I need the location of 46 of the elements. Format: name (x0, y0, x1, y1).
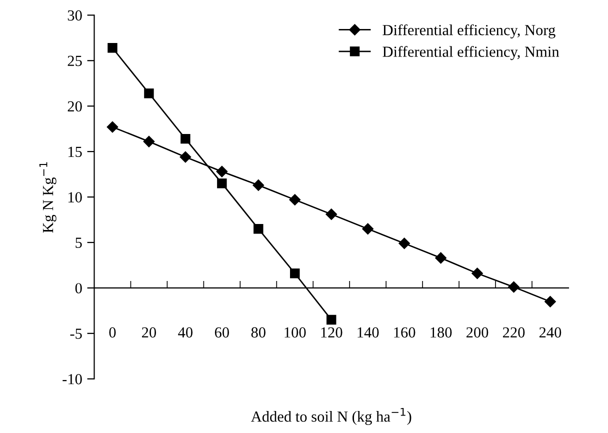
point (180, 151, 192, 163)
point (290, 268, 300, 278)
x-tick-label: 40 (178, 327, 192, 338)
x-tick-label: 80 (251, 327, 266, 338)
point (106, 121, 118, 133)
point (435, 252, 446, 264)
point (508, 281, 520, 293)
y-tick-label: -10 (62, 374, 82, 384)
point (216, 166, 228, 178)
y-tick-label: 5 (76, 238, 82, 248)
point (544, 296, 556, 308)
legend-label: Differential efficiency, Norg (382, 24, 556, 38)
y-axis-title: Kg N Kg$^{−1}$ (39, 162, 56, 233)
x-tick-label: 140 (358, 327, 379, 338)
x-tick-label: 60 (214, 327, 229, 338)
y-tick-label: 25 (68, 56, 82, 66)
x-axis-title: Added to soil N (kg ha$^{−1}$) (250, 408, 412, 425)
point (108, 43, 118, 53)
point (326, 314, 336, 325)
y-tick-label: 10 (68, 192, 82, 202)
point (217, 178, 227, 188)
y-tick-label: 15 (68, 146, 82, 157)
point (289, 194, 300, 206)
y-tick-label: 30 (68, 10, 82, 21)
point (362, 223, 374, 234)
point (326, 208, 337, 220)
y-tick-label: -5 (70, 328, 82, 339)
x-tick-label: 120 (321, 327, 342, 338)
point (472, 268, 483, 279)
x-tick-label: 20 (142, 327, 156, 338)
x-tick-label: 0 (109, 327, 116, 338)
point (180, 134, 190, 144)
x-tick-label: 180 (430, 327, 452, 338)
point (398, 238, 410, 249)
point (143, 136, 155, 148)
legend-label: Differential efficiency, Nmin (382, 46, 560, 60)
x-tick-label: 100 (284, 327, 306, 338)
point (252, 180, 264, 191)
x-tick-label: 240 (539, 327, 562, 338)
y-tick-label: 20 (68, 101, 82, 112)
y-tick-label: 0 (75, 283, 82, 294)
x-tick-label: 220 (502, 327, 525, 338)
point (254, 224, 264, 234)
point (144, 88, 154, 98)
x-tick-label: 200 (466, 327, 488, 338)
x-tick-label: 160 (394, 327, 416, 338)
